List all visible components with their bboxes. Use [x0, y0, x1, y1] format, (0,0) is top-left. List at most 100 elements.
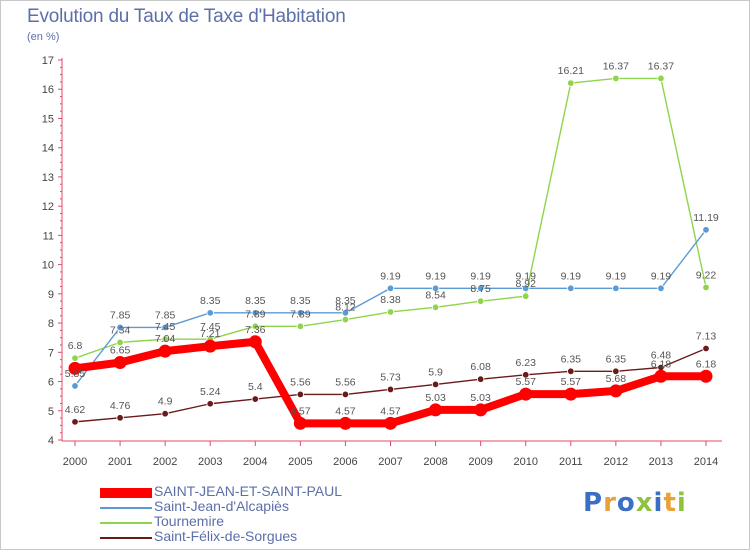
logo-letter: o: [616, 488, 636, 518]
data-label: 8.35: [290, 295, 311, 307]
data-label: 5.24: [200, 386, 221, 398]
data-label: 9.19: [470, 270, 491, 282]
data-point: [702, 283, 710, 292]
data-label: 7.85: [110, 309, 131, 321]
data-point: [522, 292, 530, 300]
data-label: 7.89: [245, 308, 266, 320]
data-label: 6.23: [515, 357, 536, 369]
x-tick-label: 2005: [288, 456, 312, 468]
data-label: 7.13: [696, 331, 717, 343]
y-tick-label: 7: [48, 347, 54, 359]
data-label: 6.08: [470, 361, 491, 373]
logo-letter: r: [603, 488, 617, 518]
legend-item-saint-jean-d-alcapies: Saint-Jean-d'Alcapiès: [100, 498, 360, 516]
data-label: 5.56: [290, 376, 311, 388]
data-label: 9.19: [651, 270, 672, 282]
data-point: [431, 380, 440, 389]
data-point: [251, 322, 259, 330]
legend-swatch: [100, 488, 152, 498]
y-tick-label: 12: [42, 201, 54, 213]
data-label: 8.12: [335, 302, 356, 314]
data-label: 6.35: [606, 353, 627, 365]
data-point: [702, 226, 710, 234]
x-tick-label: 2009: [468, 456, 492, 468]
x-tick-label: 2007: [378, 456, 402, 468]
data-label: 6.18: [696, 358, 717, 370]
data-point: [519, 387, 533, 401]
data-point: [474, 403, 488, 417]
x-tick-label: 2014: [694, 456, 718, 468]
data-label: 5.68: [606, 373, 627, 385]
legend-item-saint-jean-et-saint-paul: SAINT-JEAN-ET-SAINT-PAUL: [100, 483, 360, 501]
data-point: [699, 369, 713, 383]
data-point: [293, 416, 307, 430]
data-label: 5.9: [428, 366, 443, 378]
data-label: 4.9: [158, 396, 173, 408]
x-tick-label: 2000: [63, 456, 87, 468]
data-point: [71, 382, 79, 390]
data-point: [612, 284, 620, 292]
legend-label: Saint-Félix-de-Sorgues: [154, 528, 298, 544]
data-label: 7.21: [200, 328, 221, 340]
data-label: 5.73: [380, 371, 401, 383]
data-point: [203, 339, 217, 353]
legend-item-saint-felix-de-sorgues: Saint-Félix-de-Sorgues: [100, 528, 360, 546]
x-tick-label: 2010: [513, 456, 537, 468]
data-label: 9.19: [380, 270, 401, 282]
data-label: 6.48: [651, 350, 672, 362]
data-point: [248, 335, 262, 349]
data-point: [657, 74, 665, 83]
y-tick-label: 4: [48, 435, 54, 447]
data-point: [612, 367, 620, 376]
x-tick-label: 2011: [559, 456, 583, 468]
data-point: [567, 284, 575, 292]
data-point: [206, 309, 214, 317]
data-label: 7.36: [245, 324, 266, 336]
data-point: [567, 79, 575, 87]
data-label: 8.92: [515, 278, 536, 290]
data-point: [251, 395, 259, 403]
y-tick-label: 5: [48, 406, 54, 418]
data-point: [386, 385, 395, 394]
y-tick-label: 15: [42, 113, 54, 125]
data-point: [386, 284, 395, 292]
x-tick-label: 2001: [108, 456, 132, 468]
x-tick-label: 2006: [333, 456, 357, 468]
legend-item-tournemire: Tournemire: [100, 513, 360, 531]
data-label: 9.19: [515, 270, 536, 282]
data-point: [564, 387, 578, 401]
data-label: 5.56: [335, 376, 356, 388]
data-point: [71, 418, 79, 426]
data-point: [654, 369, 668, 383]
data-point: [341, 315, 350, 324]
data-label: 9.19: [606, 270, 627, 282]
data-label: 4.62: [65, 404, 86, 416]
data-label: 7.45: [200, 321, 221, 333]
y-tick-label: 11: [43, 230, 54, 242]
data-label: 11.19: [693, 212, 719, 224]
y-tick-label: 13: [42, 172, 54, 184]
chart-unit-label: (en %): [27, 31, 60, 43]
data-point: [384, 416, 397, 430]
legend-label: Saint-Jean-d'Alcapiès: [154, 498, 289, 514]
data-point: [206, 400, 214, 408]
x-tick-label: 2002: [153, 456, 177, 468]
y-tick-label: 17: [42, 55, 54, 67]
chart-title: Evolution du Taux de Taxe d'Habitation: [27, 6, 346, 27]
data-point: [296, 390, 305, 399]
data-point: [609, 384, 623, 398]
data-point: [476, 375, 485, 383]
legend-swatch: [100, 537, 152, 539]
data-point: [338, 416, 352, 430]
data-point: [567, 367, 575, 376]
data-point: [476, 284, 485, 292]
data-label: 8.35: [335, 295, 356, 307]
x-tick-label: 2008: [423, 456, 447, 468]
data-point: [476, 297, 485, 305]
legend-swatch: [100, 507, 152, 509]
data-label: 4.76: [110, 400, 131, 412]
logo-letter: x: [635, 488, 654, 518]
data-label: 9.19: [425, 270, 446, 282]
data-label: 16.37: [603, 60, 629, 72]
